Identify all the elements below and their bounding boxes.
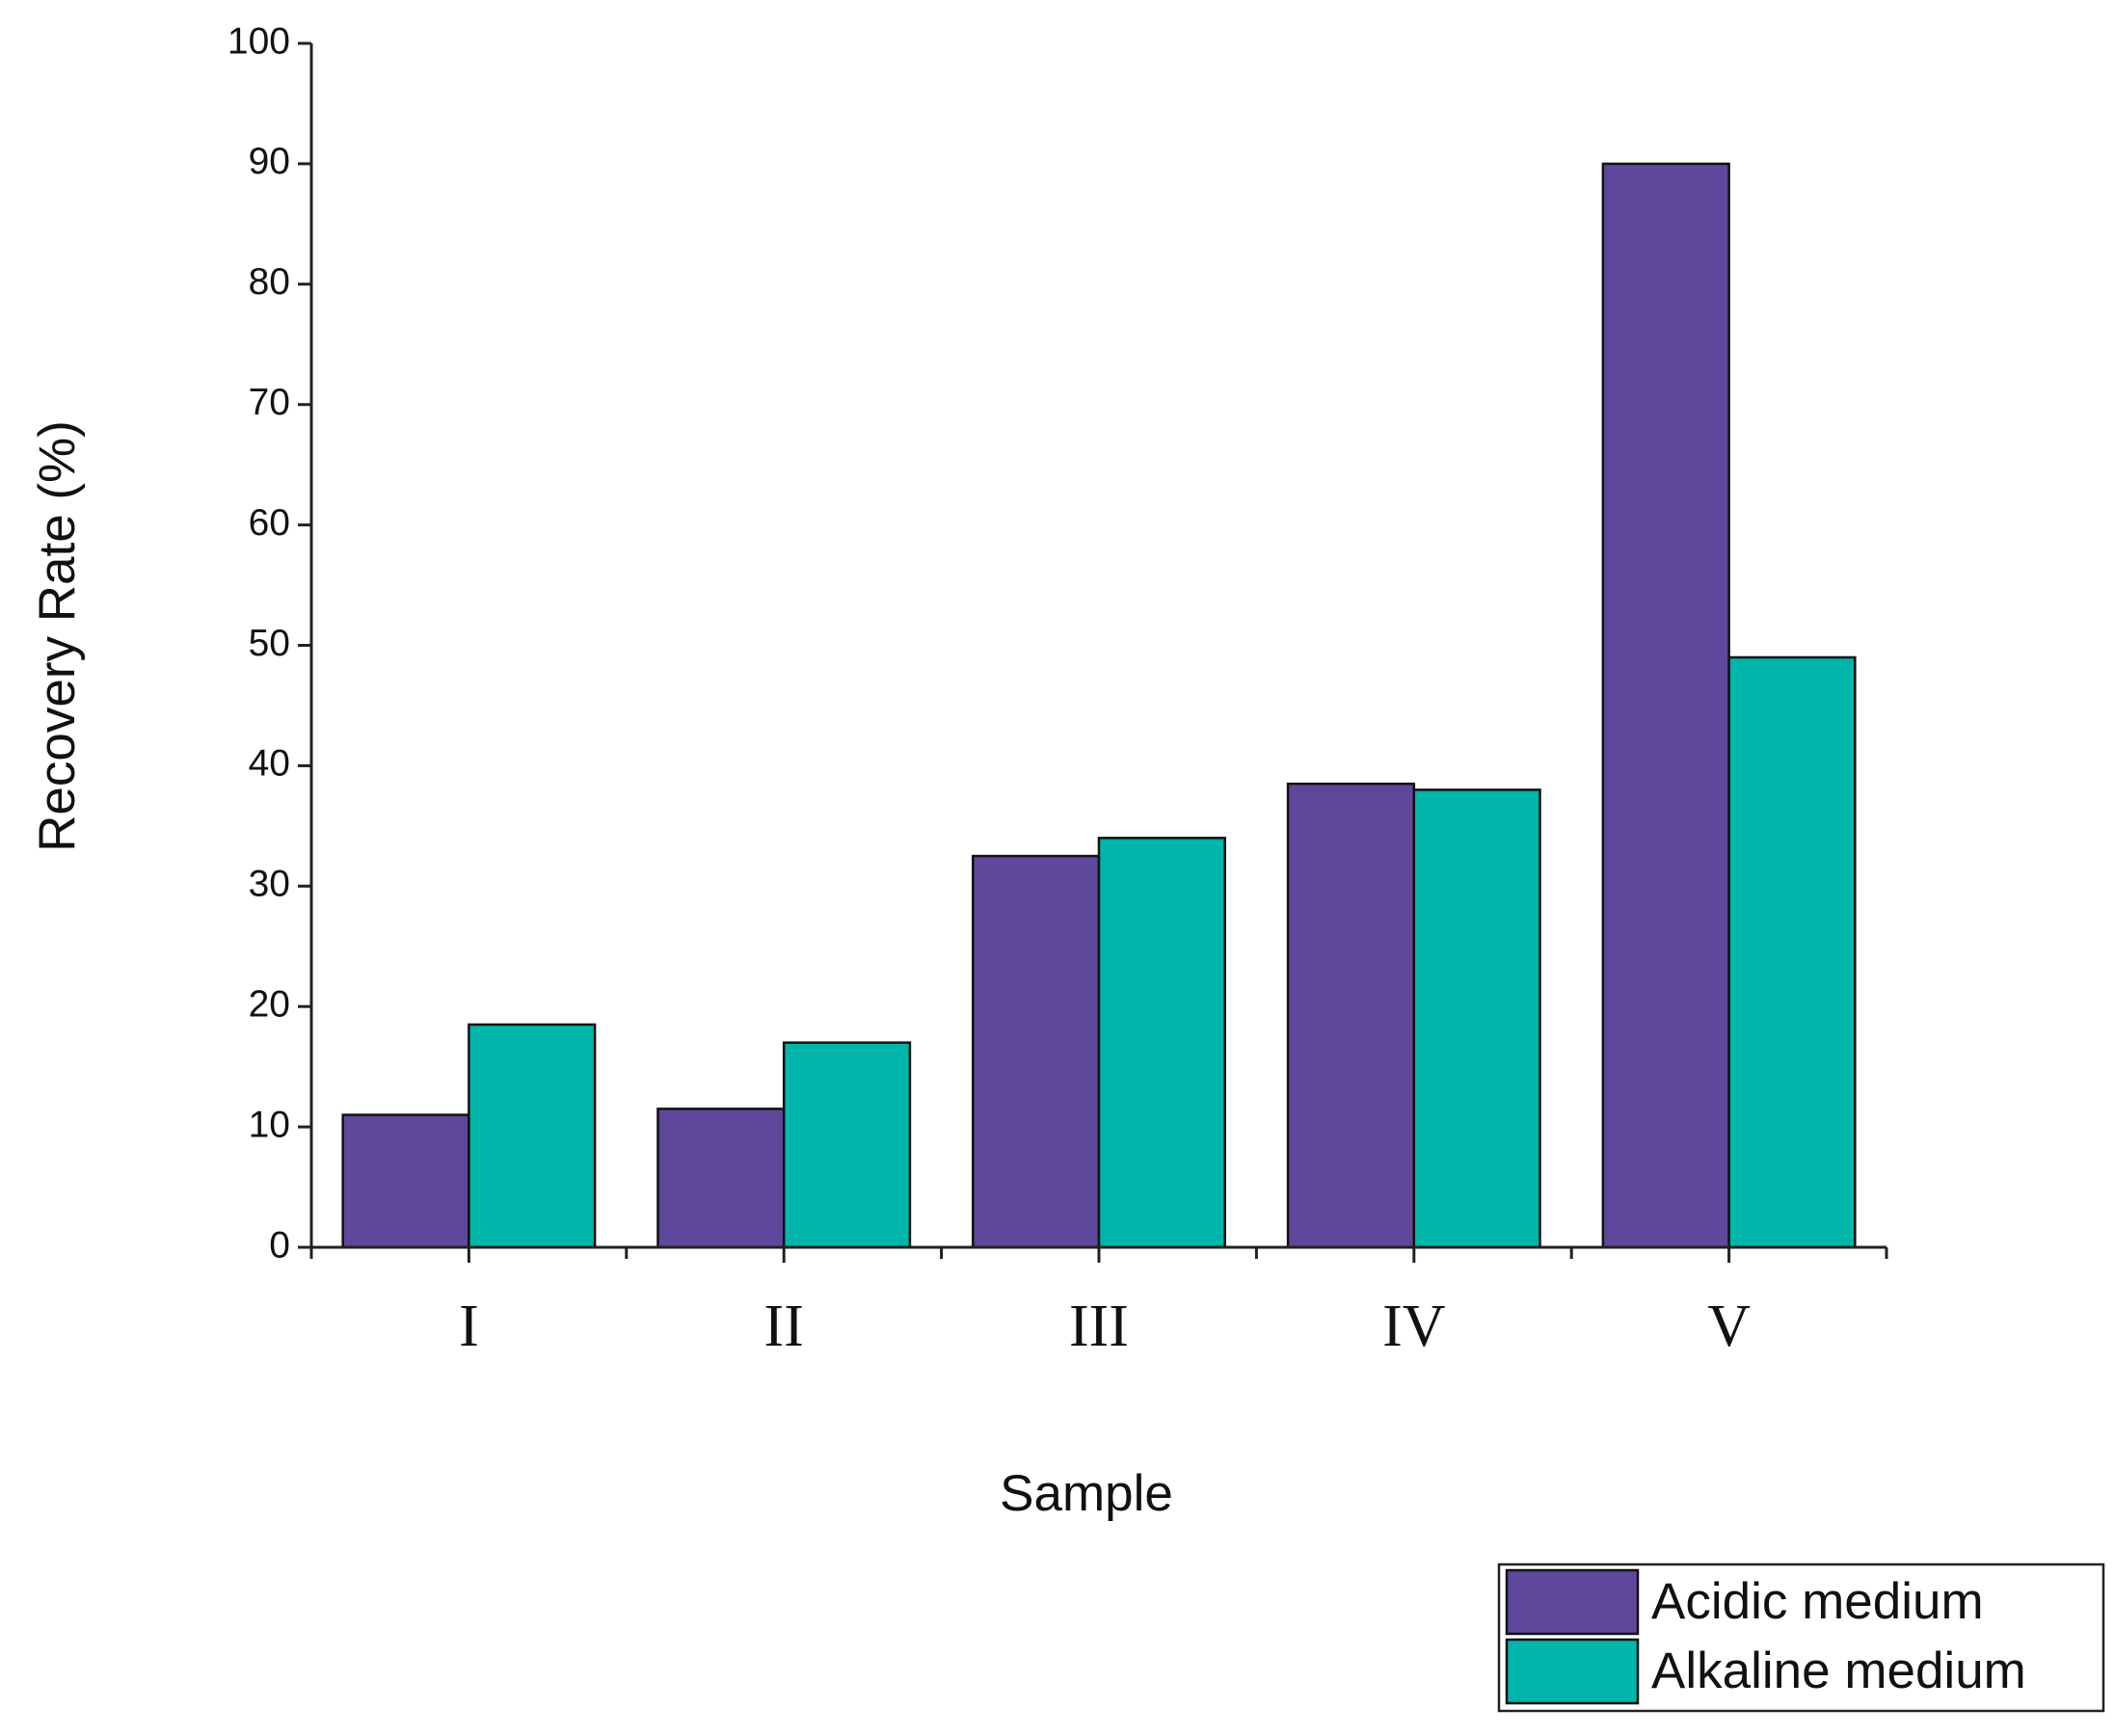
y-tick-label: 100 [227, 20, 290, 62]
x-axis-label: Sample [1000, 1465, 1173, 1522]
bar [1727, 655, 1857, 1249]
y-tick-label: 70 [249, 382, 290, 423]
bar [1412, 788, 1541, 1249]
y-tick-label: 10 [249, 1104, 290, 1145]
x-tick-label: IV [1382, 1294, 1446, 1359]
legend-swatch [1505, 1638, 1640, 1705]
bar [1601, 162, 1730, 1249]
bar [972, 854, 1101, 1249]
bar [1097, 837, 1226, 1249]
x-tick-label: V [1707, 1294, 1751, 1359]
legend-label: Acidic medium [1651, 1573, 1984, 1630]
legend-label: Alkaline medium [1651, 1643, 2026, 1699]
y-tick-label: 90 [249, 141, 290, 182]
y-tick-label: 80 [249, 261, 290, 303]
y-tick-label: 50 [249, 623, 290, 664]
bar [782, 1041, 912, 1249]
y-tick-label: 40 [249, 743, 290, 785]
bar [341, 1113, 470, 1249]
y-tick-label: 0 [269, 1224, 290, 1266]
y-axis-label: Recovery Rate (%) [29, 420, 86, 852]
y-tick-label: 30 [249, 864, 290, 905]
x-tick-label: I [459, 1294, 479, 1359]
x-tick-label: II [764, 1294, 804, 1359]
bar [468, 1023, 597, 1249]
y-tick-label: 60 [249, 502, 290, 544]
y-tick-label: 20 [249, 983, 290, 1025]
bar [656, 1108, 786, 1249]
legend-swatch [1505, 1568, 1640, 1636]
x-tick-label: III [1069, 1294, 1129, 1359]
bar [1286, 782, 1416, 1249]
